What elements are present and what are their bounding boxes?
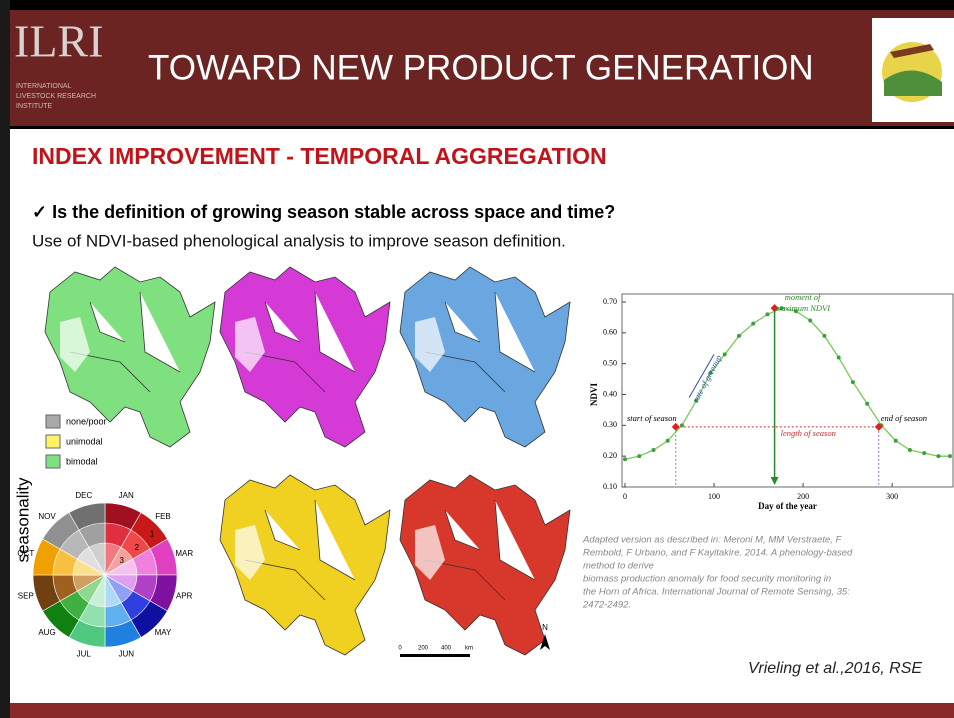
- wheel-month: SEP: [18, 591, 34, 600]
- ndvi-point: [851, 380, 855, 384]
- logo-text: ILRI: [14, 16, 103, 67]
- ndvi-point: [936, 454, 940, 458]
- ndvi-point: [908, 448, 912, 452]
- ndvi-point: [680, 423, 684, 427]
- wheel-ring-label: 3: [119, 556, 124, 565]
- scale-label: km: [465, 646, 473, 652]
- x-tick-label: 0: [623, 492, 627, 501]
- slide-graphics: ILRI INTERNATIONAL LIVESTOCK RESEARCH IN…: [0, 0, 954, 718]
- y-tick-label: 0.60: [603, 328, 617, 337]
- annotation: end of season: [881, 413, 927, 423]
- y-tick-label: 0.70: [603, 297, 617, 306]
- wheel-month: NOV: [38, 512, 56, 521]
- ndvi-point: [737, 334, 741, 338]
- annotation: moment of: [785, 292, 822, 302]
- scale-bar: [400, 654, 470, 657]
- wheel-ring-label: 2: [135, 543, 140, 552]
- y-tick-label: 0.10: [603, 482, 617, 491]
- annotation: start of season: [627, 413, 677, 423]
- ndvi-point: [723, 352, 727, 356]
- slide: ILRI INTERNATIONAL LIVESTOCK RESEARCH IN…: [0, 0, 954, 718]
- header-rule: [10, 126, 954, 129]
- citation-line: the Horn of Africa. International Journa…: [583, 587, 850, 598]
- y-tick-label: 0.30: [603, 420, 617, 429]
- x-axis-label: Day of the year: [758, 501, 817, 511]
- north-label: N: [542, 623, 548, 632]
- slide-title: TOWARD NEW PRODUCT GENERATION: [148, 48, 814, 87]
- wheel-month: JAN: [119, 491, 134, 500]
- wheel-month: APR: [176, 591, 193, 600]
- x-tick-label: 300: [886, 492, 898, 501]
- wheel-month: JUN: [118, 649, 134, 658]
- ndvi-point: [623, 457, 627, 461]
- ndvi-point: [948, 454, 952, 458]
- legend-swatch: [46, 455, 60, 468]
- legend-swatch: [46, 435, 60, 448]
- legend-label: none/poor: [66, 416, 107, 426]
- legend-swatch: [46, 415, 60, 428]
- left-border: [0, 0, 10, 718]
- ndvi-point: [865, 402, 869, 406]
- y-tick-label: 0.20: [603, 451, 617, 460]
- wheel-month: DEC: [75, 491, 92, 500]
- reference: Vrieling et al.,2016, RSE: [748, 660, 922, 677]
- top-border: [0, 0, 954, 10]
- citation-line: biomass production anomaly for food secu…: [583, 574, 831, 585]
- wheel-month: MAY: [155, 628, 172, 637]
- ndvi-point: [808, 319, 812, 323]
- ndvi-point: [837, 356, 841, 360]
- wheel-month: OCT: [17, 549, 34, 558]
- ndvi-point: [765, 312, 769, 316]
- ndvi-point: [637, 454, 641, 458]
- logo-subtitle: LIVESTOCK RESEARCH: [16, 93, 96, 100]
- legend-label: bimodal: [66, 456, 98, 466]
- description: Use of NDVI-based phenological analysis …: [32, 231, 566, 250]
- x-tick-label: 200: [797, 492, 809, 501]
- wheel-month: JUL: [77, 649, 92, 658]
- wheel-month: MAR: [175, 549, 193, 558]
- scale-label: 400: [441, 646, 452, 652]
- wheel-ring-label: 1: [150, 530, 155, 539]
- annotation: length of season: [781, 428, 836, 438]
- ndvi-point: [666, 439, 670, 443]
- ndvi-point: [922, 451, 926, 455]
- wheel-month: AUG: [38, 628, 55, 637]
- ndvi-point: [894, 439, 898, 443]
- citation-line: 2472-2492.: [582, 600, 631, 611]
- scale-label: 200: [418, 646, 429, 652]
- legend-label: unimodal: [66, 436, 103, 446]
- wheel-month: FEB: [155, 512, 171, 521]
- question: ✓ Is the definition of growing season st…: [32, 202, 615, 222]
- y-tick-label: 0.40: [603, 389, 617, 398]
- section-title: INDEX IMPROVEMENT - TEMPORAL AGGREGATION: [32, 143, 607, 169]
- ndvi-point: [822, 334, 826, 338]
- logo-subtitle: INSTITUTE: [16, 103, 52, 110]
- citation-line: Rembold, F Urbano, and F Kayitakire. 201…: [583, 548, 853, 559]
- x-tick-label: 100: [708, 492, 720, 501]
- y-axis-label: NDVI: [589, 383, 599, 406]
- footer-bar: [10, 703, 954, 718]
- annotation: maximum NDVI: [775, 303, 831, 313]
- citation-line: method to derive: [583, 561, 654, 572]
- logo-subtitle: INTERNATIONAL: [16, 83, 72, 90]
- y-tick-label: 0.50: [603, 358, 617, 367]
- citation-line: Adapted version as described in: Meroni …: [582, 535, 843, 546]
- ndvi-point: [651, 448, 655, 452]
- ndvi-point: [751, 322, 755, 326]
